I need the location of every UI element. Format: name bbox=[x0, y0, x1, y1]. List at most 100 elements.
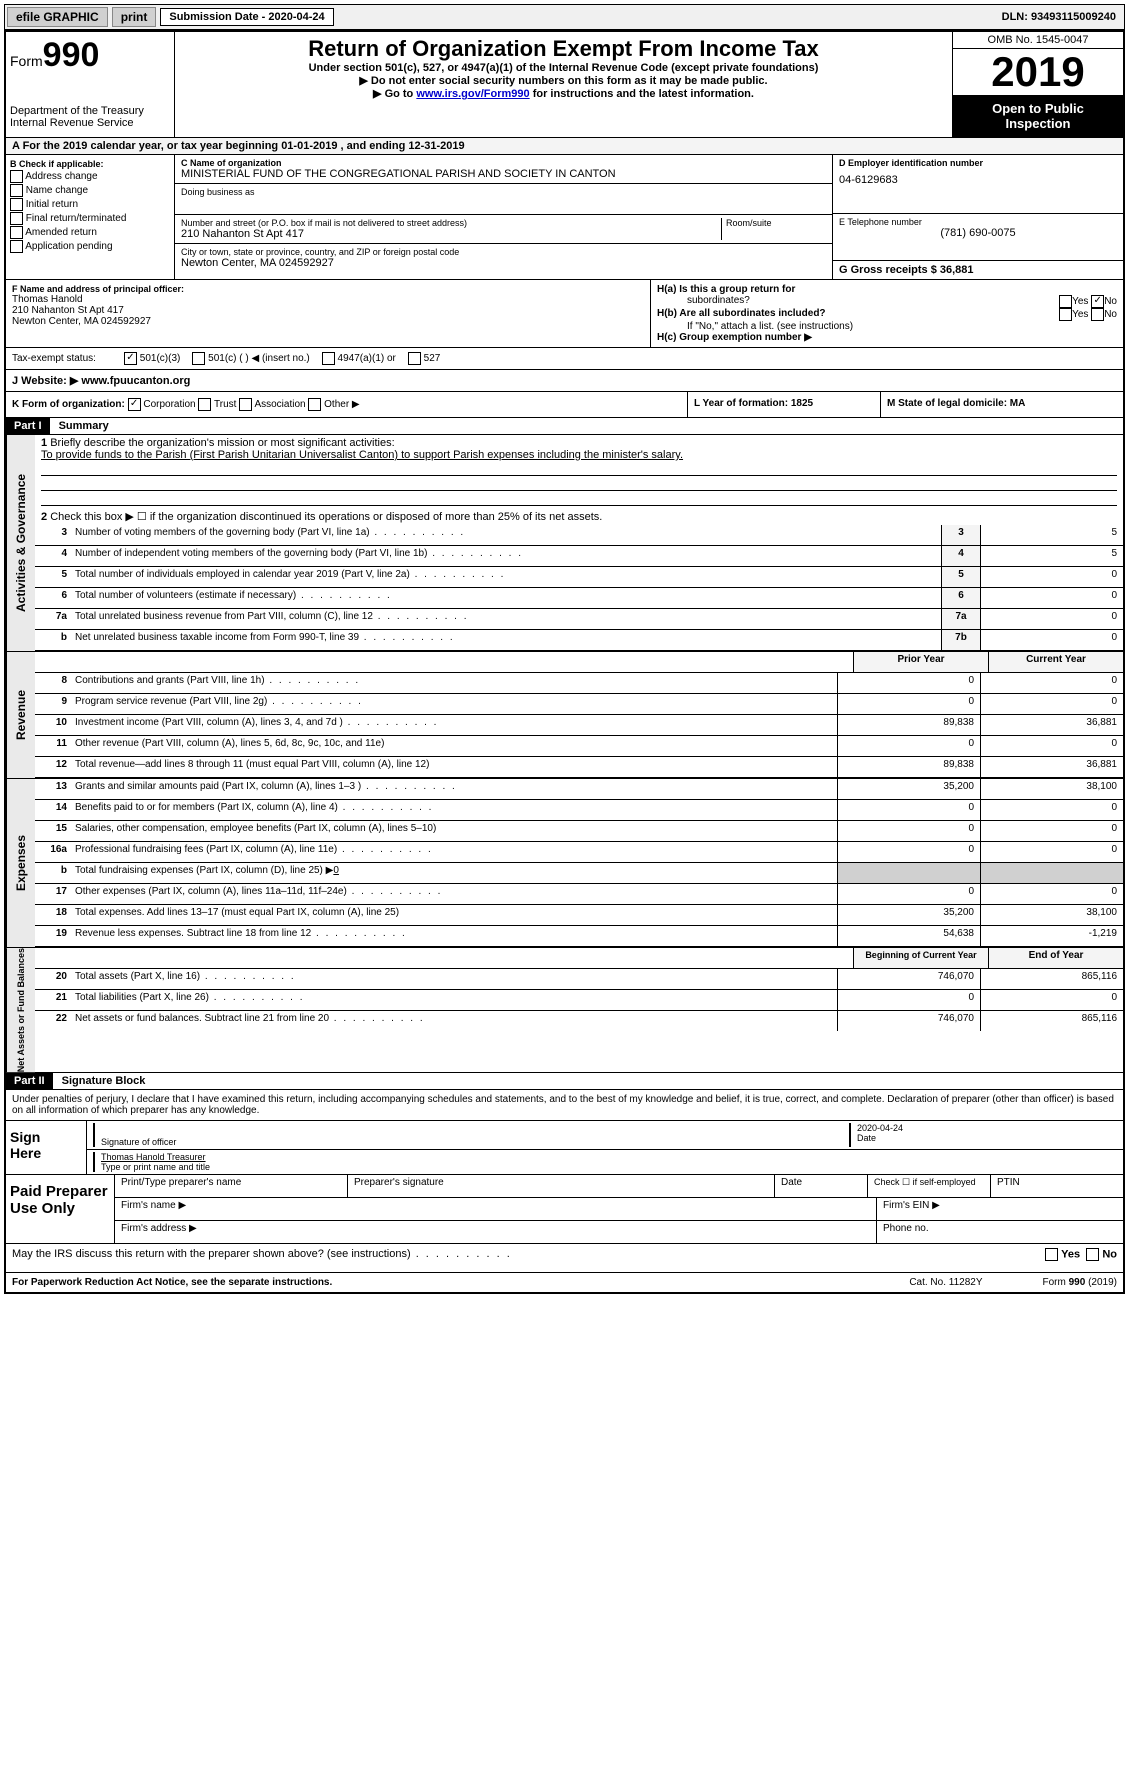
line16a-prior: 0 bbox=[837, 842, 980, 862]
sig-name: Thomas Hanold Treasurer bbox=[101, 1152, 206, 1162]
address-change-checkbox[interactable] bbox=[10, 170, 23, 183]
line19-prior: 54,638 bbox=[837, 926, 980, 946]
dln-label: DLN: 93493115009240 bbox=[1002, 11, 1122, 23]
section-d: D Employer identification number 04-6129… bbox=[833, 155, 1123, 279]
prep-ptin-label: PTIN bbox=[991, 1175, 1123, 1197]
line7a-value: 0 bbox=[980, 609, 1123, 629]
discuss-yes-checkbox[interactable] bbox=[1045, 1248, 1058, 1261]
website-label: J Website: ▶ bbox=[12, 375, 78, 387]
room-label: Room/suite bbox=[726, 218, 826, 228]
line14-label: Benefits paid to or for members (Part IX… bbox=[71, 800, 837, 820]
print-button[interactable]: print bbox=[112, 7, 157, 27]
sign-here-label: Sign Here bbox=[6, 1121, 74, 1174]
firm-addr-label: Firm's address ▶ bbox=[115, 1221, 877, 1243]
form-subtitle: Under section 501(c), 527, or 4947(a)(1)… bbox=[179, 62, 948, 74]
opt-pending: Application pending bbox=[25, 241, 112, 252]
line16b-label: Total fundraising expenses (Part IX, col… bbox=[75, 865, 333, 876]
trust-checkbox[interactable] bbox=[198, 398, 211, 411]
firm-phone-label: Phone no. bbox=[877, 1221, 1123, 1243]
line17-label: Other expenses (Part IX, column (A), lin… bbox=[71, 884, 837, 904]
527-checkbox[interactable] bbox=[408, 352, 421, 365]
final-return-checkbox[interactable] bbox=[10, 212, 23, 225]
sig-officer-label: Signature of officer bbox=[101, 1137, 176, 1147]
line20-current: 865,116 bbox=[980, 969, 1123, 989]
line1-label: Briefly describe the organization's miss… bbox=[50, 437, 394, 449]
tax-year: 2019 bbox=[953, 49, 1123, 95]
form-header: Form990 Department of the Treasury Inter… bbox=[6, 32, 1123, 138]
501c3-checkbox[interactable]: ✓ bbox=[124, 352, 137, 365]
yes-label-2: Yes bbox=[1072, 309, 1088, 320]
side-expenses: Expenses bbox=[6, 779, 35, 947]
mission-text: To provide funds to the Parish (First Pa… bbox=[41, 449, 1117, 461]
tel-label: E Telephone number bbox=[839, 217, 1117, 227]
hb2-label: If "No," attach a list. (see instruction… bbox=[687, 321, 1117, 332]
hb-label: H(b) Are all subordinates included? bbox=[657, 308, 826, 321]
hb-no-checkbox[interactable] bbox=[1091, 308, 1104, 321]
line13-current: 38,100 bbox=[980, 779, 1123, 799]
line19-current: -1,219 bbox=[980, 926, 1123, 946]
line20-prior: 746,070 bbox=[837, 969, 980, 989]
501c-checkbox[interactable] bbox=[192, 352, 205, 365]
line10-current: 36,881 bbox=[980, 715, 1123, 735]
line4-label: Number of independent voting members of … bbox=[71, 546, 941, 566]
line17-current: 0 bbox=[980, 884, 1123, 904]
officer-addr1: 210 Nahanton St Apt 417 bbox=[12, 305, 644, 316]
line8-current: 0 bbox=[980, 673, 1123, 693]
opt-initial: Initial return bbox=[26, 199, 78, 210]
opt-address: Address change bbox=[25, 171, 97, 182]
opt-final: Final return/terminated bbox=[26, 213, 127, 224]
instructions-link[interactable]: www.irs.gov/Form990 bbox=[416, 88, 529, 100]
line13-prior: 35,200 bbox=[837, 779, 980, 799]
goto-suffix: for instructions and the latest informat… bbox=[530, 88, 754, 100]
officer-addr2: Newton Center, MA 024592927 bbox=[12, 316, 644, 327]
footer-mid: Cat. No. 11282Y bbox=[909, 1277, 982, 1288]
4947-checkbox[interactable] bbox=[322, 352, 335, 365]
line5-label: Total number of individuals employed in … bbox=[71, 567, 941, 587]
paid-preparer-label: Paid Preparer Use Only bbox=[6, 1175, 114, 1243]
gross-receipts: G Gross receipts $ 36,881 bbox=[839, 264, 1117, 276]
other-label: Other ▶ bbox=[324, 399, 359, 410]
line4-value: 5 bbox=[980, 546, 1123, 566]
line8-prior: 0 bbox=[837, 673, 980, 693]
trust-label: Trust bbox=[214, 399, 236, 410]
section-c: C Name of organization MINISTERIAL FUND … bbox=[175, 155, 833, 279]
opt-amended: Amended return bbox=[25, 227, 97, 238]
yes-label: Yes bbox=[1072, 296, 1088, 307]
street-address: 210 Nahanton St Apt 417 bbox=[181, 228, 721, 240]
corp-checkbox[interactable]: ✓ bbox=[128, 398, 141, 411]
hb-yes-checkbox[interactable] bbox=[1059, 308, 1072, 321]
line15-label: Salaries, other compensation, employee b… bbox=[71, 821, 837, 841]
dept-label: Department of the Treasury Internal Reve… bbox=[10, 105, 170, 129]
amended-return-checkbox[interactable] bbox=[10, 226, 23, 239]
form-prefix: Form bbox=[10, 53, 43, 69]
part1-title: Summary bbox=[53, 418, 115, 434]
initial-return-checkbox[interactable] bbox=[10, 198, 23, 211]
ha-yes-checkbox[interactable] bbox=[1059, 295, 1072, 308]
begin-year-header: Beginning of Current Year bbox=[853, 948, 988, 968]
k-label: K Form of organization: bbox=[12, 399, 125, 410]
ha-no-checkbox[interactable]: ✓ bbox=[1091, 295, 1104, 308]
officer-label: F Name and address of principal officer: bbox=[12, 284, 644, 294]
name-change-checkbox[interactable] bbox=[10, 184, 23, 197]
line12-label: Total revenue—add lines 8 through 11 (mu… bbox=[71, 757, 837, 777]
no-label: No bbox=[1104, 296, 1117, 307]
efile-button[interactable]: efile GRAPHIC bbox=[7, 7, 108, 27]
line11-prior: 0 bbox=[837, 736, 980, 756]
other-checkbox[interactable] bbox=[308, 398, 321, 411]
line3-value: 5 bbox=[980, 525, 1123, 545]
assoc-checkbox[interactable] bbox=[239, 398, 252, 411]
omb-number: OMB No. 1545-0047 bbox=[953, 32, 1123, 49]
sig-date-label: Date bbox=[857, 1133, 876, 1143]
line9-prior: 0 bbox=[837, 694, 980, 714]
discuss-no-checkbox[interactable] bbox=[1086, 1248, 1099, 1261]
perjury-statement: Under penalties of perjury, I declare th… bbox=[6, 1090, 1123, 1120]
app-pending-checkbox[interactable] bbox=[10, 240, 23, 253]
tax-period: A For the 2019 calendar year, or tax yea… bbox=[6, 138, 1123, 155]
discuss-label: May the IRS discuss this return with the… bbox=[12, 1248, 512, 1268]
discuss-yes: Yes bbox=[1061, 1249, 1080, 1261]
line10-label: Investment income (Part VIII, column (A)… bbox=[71, 715, 837, 735]
sig-date: 2020-04-24 bbox=[857, 1123, 903, 1133]
501c3-label: 501(c)(3) bbox=[140, 353, 181, 364]
corp-label: Corporation bbox=[143, 399, 195, 410]
line22-label: Net assets or fund balances. Subtract li… bbox=[71, 1011, 837, 1031]
